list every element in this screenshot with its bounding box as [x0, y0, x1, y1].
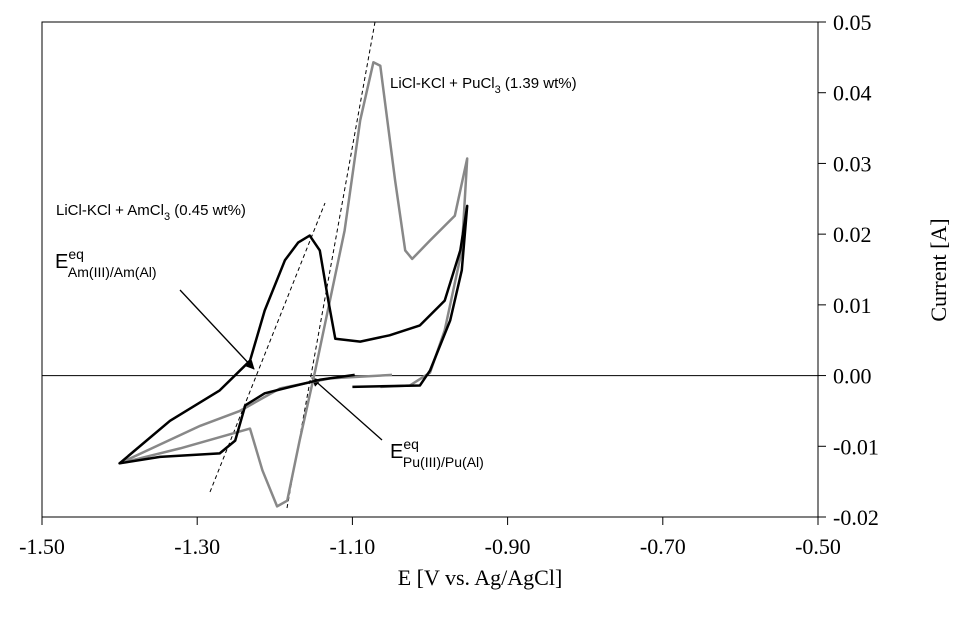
annotation-sub: Pu(III)/Pu(Al) — [403, 454, 484, 470]
y-tick-label: 0.05 — [833, 10, 872, 35]
x-tick-label: -1.10 — [329, 534, 375, 559]
tangent-line — [286, 21, 376, 509]
x-axis-label: E [V vs. Ag/AgCl] — [398, 565, 563, 590]
annotation-sub: Am(III)/Am(Al) — [68, 264, 157, 280]
y-tick-label: 0.00 — [833, 364, 872, 389]
annotation-sub: 3 — [495, 84, 501, 96]
annotation-text: E — [55, 251, 68, 273]
annotation-sup: eq — [68, 246, 84, 262]
x-tick-label: -1.50 — [19, 534, 65, 559]
x-tick-label: -0.70 — [640, 534, 686, 559]
arrow — [311, 377, 383, 441]
y-tick-label: 0.01 — [833, 293, 872, 318]
annotation: Eeq Am(III)/Am(Al) — [55, 246, 157, 280]
plot-frame — [41, 21, 819, 518]
annotation-sup: eq — [403, 436, 419, 452]
x-tick-label: -0.50 — [795, 534, 841, 559]
y-tick-label: -0.02 — [833, 505, 879, 530]
cv-curve — [118, 204, 469, 465]
annotation: LiCl-KCl + PuCl3 (1.39 wt%) — [390, 75, 577, 96]
tangent-line — [209, 202, 326, 493]
y-tick-label: 0.03 — [833, 151, 872, 176]
cv-curve — [118, 61, 469, 508]
y-axis-label: Current [A] — [926, 218, 951, 321]
annotation-text: LiCl-KCl + AmCl — [56, 202, 164, 219]
annotation-sub: 3 — [164, 211, 170, 223]
annotation-text: E — [390, 441, 403, 463]
y-tick-label: 0.02 — [833, 222, 872, 247]
x-tick-label: -0.90 — [485, 534, 531, 559]
annotation-text: (1.39 wt%) — [501, 75, 577, 92]
y-tick-label: 0.04 — [833, 81, 872, 106]
annotation-text: LiCl-KCl + PuCl — [390, 75, 495, 92]
arrow — [179, 289, 255, 370]
annotation-text: (0.45 wt%) — [170, 202, 246, 219]
x-tick-label: -1.30 — [174, 534, 220, 559]
annotation: LiCl-KCl + AmCl3 (0.45 wt%) — [56, 202, 246, 223]
y-tick-label: -0.01 — [833, 434, 879, 459]
annotation: Eeq Pu(III)/Pu(Al) — [390, 436, 484, 470]
